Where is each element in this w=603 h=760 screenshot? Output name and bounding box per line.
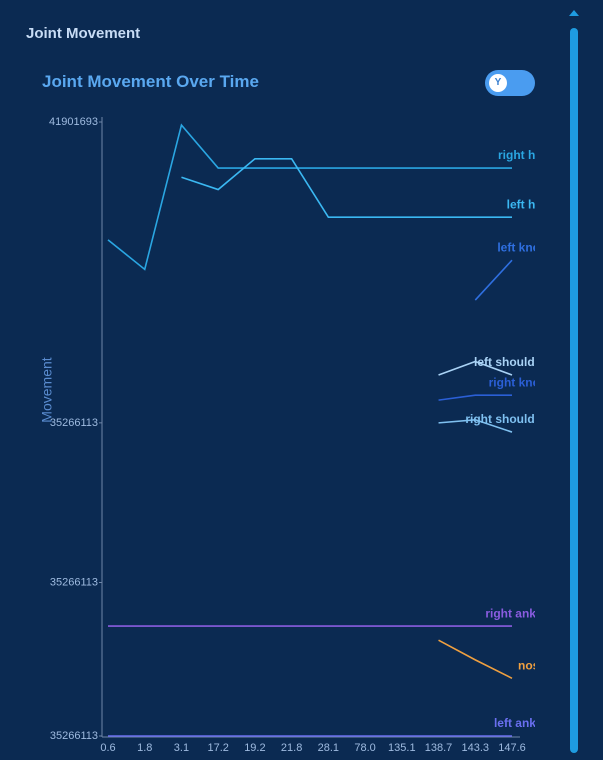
y-axis-label: Movement: [39, 357, 55, 422]
chart: Movement 41901693 35266113 35266113 3526611…: [39, 116, 547, 754]
toggle-knob[interactable]: Y: [489, 74, 507, 92]
y-tick-label: 41901693: [49, 116, 98, 128]
series-label: right ankle: [485, 606, 546, 620]
series-line: [107, 123, 512, 271]
x-tick-label: 3.1: [174, 742, 189, 754]
series-label: right hip: [498, 148, 546, 162]
chart-title: Joint Movement Over Time: [42, 72, 259, 91]
series-label: left hip: [507, 197, 546, 211]
x-tick-label: 147.6: [498, 742, 526, 754]
series-label: right shoulder: [465, 412, 546, 426]
x-tick-label: 0.6: [100, 742, 115, 754]
x-tick-label: 28.1: [318, 742, 339, 754]
series-line: [181, 158, 512, 218]
series-label: left shoulder: [474, 355, 546, 369]
x-tick-label: 138.7: [425, 742, 453, 754]
x-tick-label: 78.0: [354, 742, 375, 754]
series-label: nose: [518, 658, 546, 672]
series-label: right knee: [489, 375, 547, 389]
y-tick-label: 35266113: [50, 417, 98, 429]
y-tick-label: 35266113: [50, 576, 98, 588]
series-line: [438, 360, 513, 376]
series-line: [474, 259, 513, 301]
x-tick-label: 17.2: [207, 742, 228, 754]
scroll-up[interactable]: [569, 10, 579, 16]
x-tick-label: 1.8: [137, 742, 152, 754]
x-tick-label: 143.3: [462, 742, 490, 754]
series-label: left ankle: [494, 716, 546, 730]
series-line: [438, 639, 513, 679]
x-tick-label: 21.8: [281, 742, 302, 754]
scrollbar[interactable]: [570, 28, 578, 753]
series-line: [438, 394, 512, 401]
x-tick-label: 135.1: [388, 742, 416, 754]
x-tick-label: 19.2: [244, 742, 265, 754]
series-label: left knee: [497, 240, 546, 254]
toggle[interactable]: Y: [485, 70, 535, 96]
header-title: Joint Movement: [26, 25, 141, 42]
y-tick-label: 35266113: [50, 730, 98, 742]
series-line: [438, 418, 513, 433]
